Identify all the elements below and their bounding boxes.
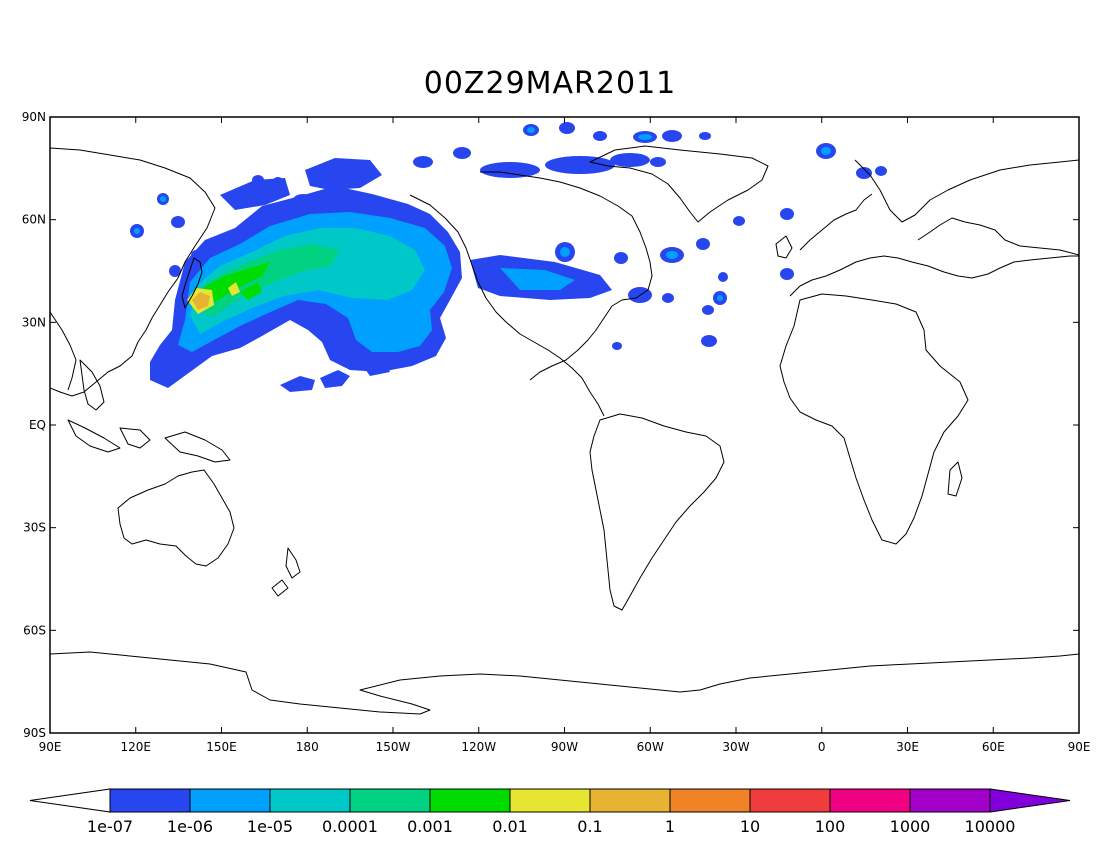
lon-tick-label: 90E	[39, 740, 62, 754]
colorbar-swatch	[109, 788, 191, 813]
colorbar-swatch	[829, 788, 911, 813]
lon-tick-label: 90W	[551, 740, 578, 754]
colorbar-swatch	[429, 788, 511, 813]
lon-tick-label: 120E	[121, 740, 152, 754]
colorbar-swatch	[349, 788, 431, 813]
lon-tick-label: 120W	[461, 740, 496, 754]
colorbar-label: 1000	[890, 817, 931, 836]
colorbar-label: 0.1	[577, 817, 602, 836]
colorbar-swatch	[909, 788, 991, 813]
colorbar-label: 0.01	[492, 817, 528, 836]
lon-tick-label: 180	[296, 740, 319, 754]
lon-tick-label: 150W	[376, 740, 411, 754]
lon-tick-label: 30E	[896, 740, 919, 754]
map-title: 00Z29MAR2011	[423, 66, 677, 101]
colorbar-swatch	[589, 788, 671, 813]
colorbar-label: 1e-06	[167, 817, 213, 836]
lat-tick-label: 30N	[22, 315, 46, 329]
colorbar-swatch	[749, 788, 831, 813]
colorbar-under-triangle	[29, 788, 111, 813]
colorbar-label: 10000	[965, 817, 1016, 836]
lat-tick-label: EQ	[29, 418, 46, 432]
colorbar: 1e-07 1e-06 1e-05 0.0001 0.001 0.01 0.1 1 10 100 1…	[29, 788, 1071, 836]
colorbar-label: 100	[815, 817, 846, 836]
lat-tick-label: 90S	[23, 726, 46, 740]
colorbar-label: 0.001	[407, 817, 453, 836]
lon-tick-label: 0	[818, 740, 826, 754]
plume-field	[130, 122, 887, 392]
colorbar-swatch	[189, 788, 271, 813]
map-frame	[49, 116, 1080, 734]
colorbar-swatch	[269, 788, 351, 813]
lat-tick-label: 60S	[23, 623, 46, 637]
lon-tick-label: 60W	[637, 740, 664, 754]
lon-tick-label: 90E	[1068, 740, 1091, 754]
lon-tick-label: 60E	[982, 740, 1005, 754]
colorbar-label: 1	[665, 817, 675, 836]
colorbar-label: 1e-07	[87, 817, 133, 836]
colorbar-swatch	[669, 788, 751, 813]
colorbar-over-triangle	[989, 788, 1071, 813]
lon-tick-label: 30W	[722, 740, 749, 754]
colorbar-swatch	[509, 788, 591, 813]
lat-tick-label: 30S	[23, 521, 46, 535]
lat-tick-label: 60N	[22, 213, 46, 227]
lat-tick-label: 90N	[22, 110, 46, 124]
colorbar-label: 10	[740, 817, 760, 836]
coastlines	[50, 145, 1079, 715]
colorbar-label: 0.0001	[322, 817, 378, 836]
colorbar-label: 1e-05	[247, 817, 293, 836]
lon-tick-label: 150E	[206, 740, 237, 754]
